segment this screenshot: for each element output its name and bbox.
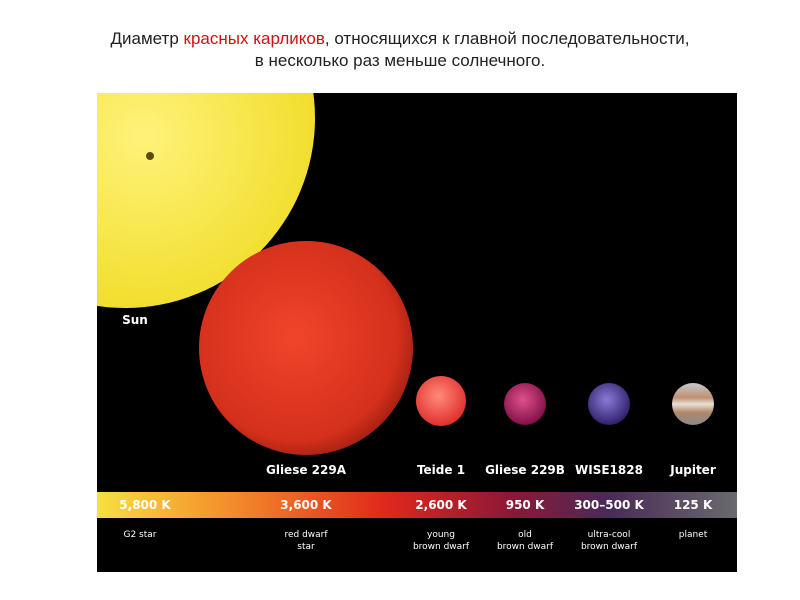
slide-title: Диаметр красных карликов, относящихся к …: [0, 28, 800, 72]
object-name: WISE1828: [575, 463, 643, 477]
temperature: 5,800 K: [119, 498, 171, 512]
brown-dwarf: [416, 376, 466, 426]
temperature: 300–500 K: [574, 498, 644, 512]
temperature: 3,600 K: [280, 498, 332, 512]
temperature-bar: [97, 492, 737, 518]
object-name: Sun: [122, 313, 148, 327]
sunspot: [146, 152, 154, 160]
temperature: 950 K: [506, 498, 545, 512]
brown-dwarf: [588, 383, 630, 425]
object-name: Jupiter: [669, 463, 716, 477]
object-kind: red dwarf: [284, 530, 328, 540]
sun: [97, 93, 315, 308]
scene: [97, 93, 737, 572]
title-line: в несколько раз меньше солнечного.: [254, 51, 546, 70]
planet: [672, 383, 714, 425]
object-name: Gliese 229A: [266, 463, 347, 477]
temperature: 2,600 K: [415, 498, 467, 512]
red-dwarf: [199, 241, 413, 455]
object-kind: young: [427, 530, 455, 540]
object-kind: star: [297, 542, 315, 552]
object-name: Gliese 229B: [485, 463, 565, 477]
brown-dwarf: [504, 383, 546, 425]
object-kind: brown dwarf: [581, 542, 638, 552]
object-kind: old: [518, 530, 532, 540]
title-line: Диаметр красных карликов, относящихся к …: [0, 28, 800, 50]
title-text: , относящихся к главной последовательнос…: [324, 29, 690, 48]
object-kind: brown dwarf: [413, 542, 470, 552]
title-text: Диаметр: [110, 29, 184, 48]
object-kind: brown dwarf: [497, 542, 554, 552]
object-kind: G2 star: [124, 530, 157, 540]
object-name: Teide 1: [417, 463, 465, 477]
title-highlight: красных карликов: [183, 29, 325, 48]
temperature: 125 K: [674, 498, 713, 512]
object-kind: ultra-cool: [588, 530, 631, 540]
object-kind: planet: [679, 530, 708, 540]
